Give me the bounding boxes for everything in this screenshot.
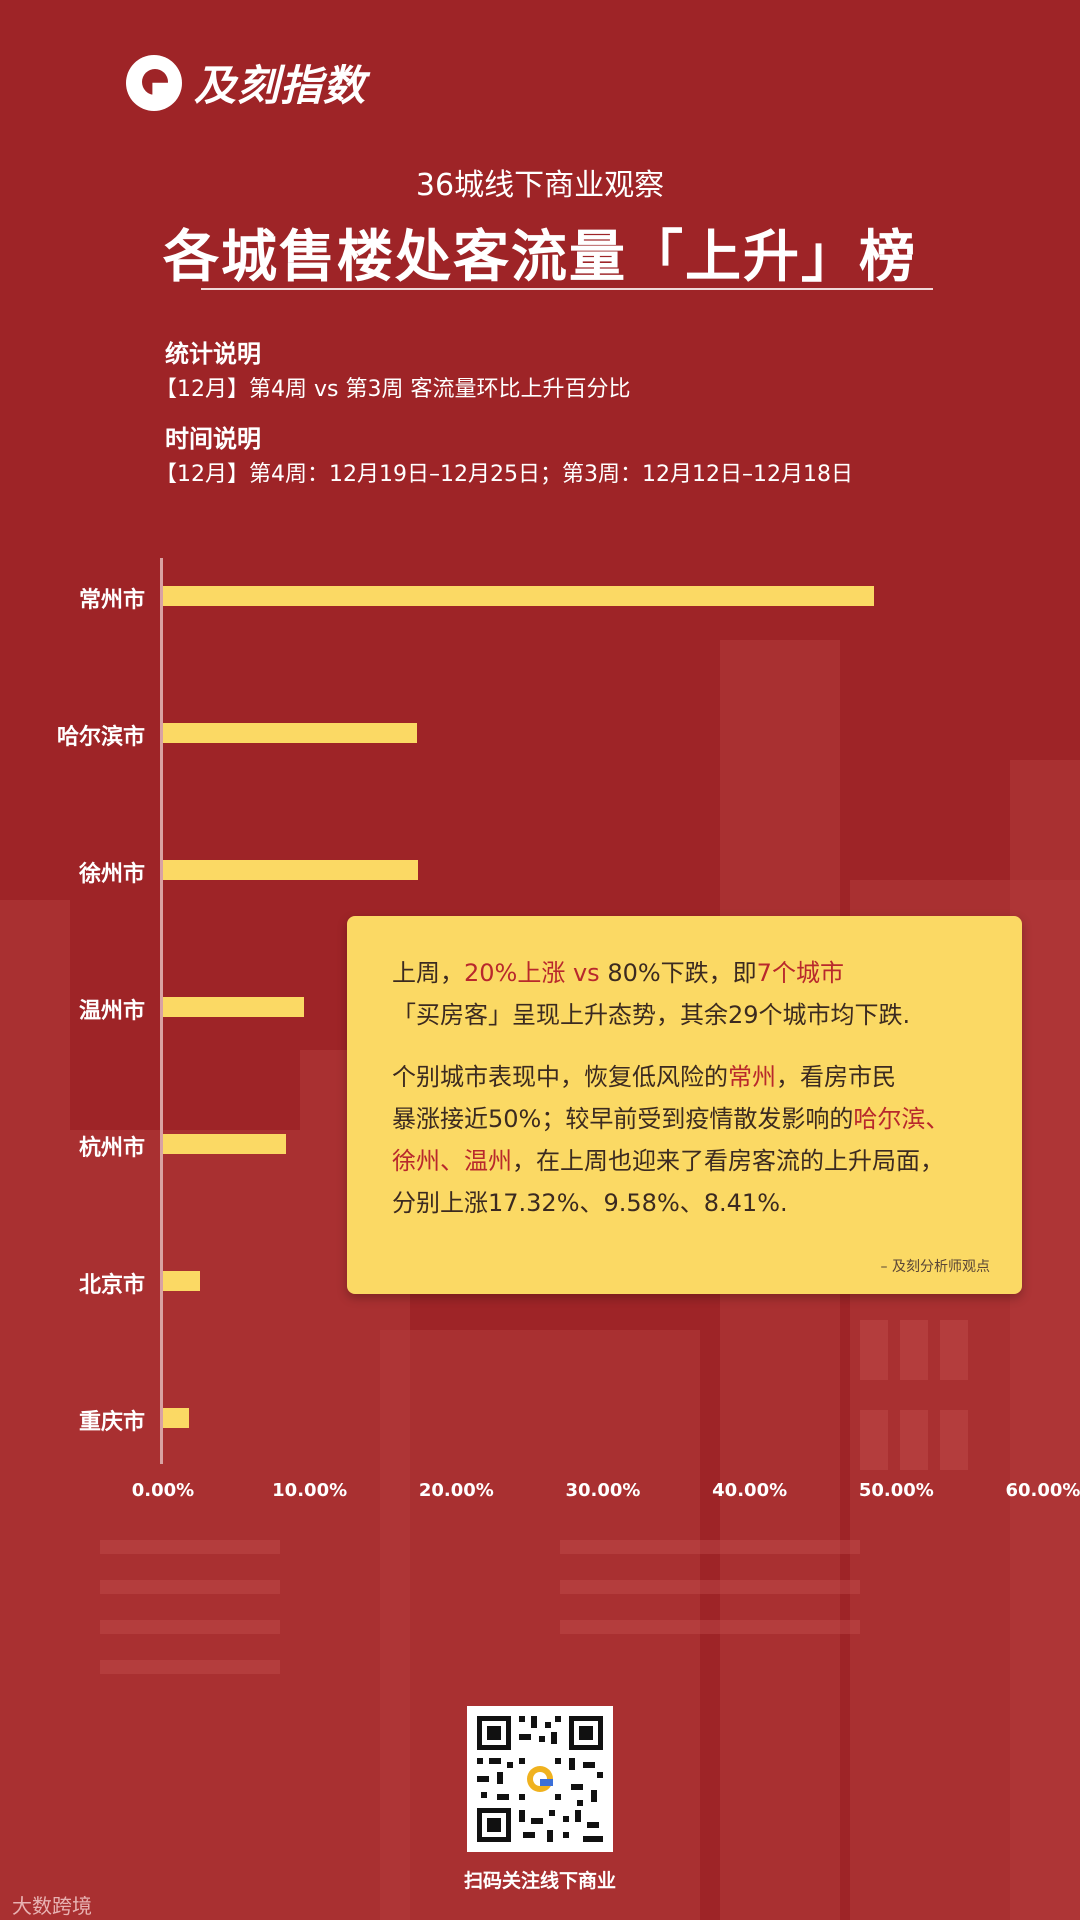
- bar: [163, 586, 875, 606]
- callout-text: 个别城市表现中，恢复低风险的: [392, 1063, 728, 1091]
- callout-line-2: 「买房客」呈现上升态势，其余29个城市均下跌.: [392, 1000, 910, 1030]
- x-tick-label: 30.00%: [565, 1480, 641, 1501]
- callout-text: 暴涨接近50%；较早前受到疫情散发影响的: [392, 1105, 854, 1133]
- category-label: 杭州市: [78, 1136, 145, 1161]
- bar: [163, 723, 418, 743]
- page-subtitle: 36城线下商业观察: [415, 168, 665, 203]
- callout-text: ，在上周也迎来了看房客流的上升局面，: [512, 1147, 944, 1175]
- analyst-callout: 上周，20%上涨 vs 80%下跌，即7个城市 「买房客」呈现上升态势，其余29…: [347, 916, 1022, 1294]
- callout-line-3: 个别城市表现中，恢复低风险的常州，看房市民: [392, 1062, 896, 1092]
- bar: [163, 1271, 200, 1291]
- qr-code[interactable]: [467, 1706, 613, 1852]
- time-note-text: 【12月】第4周：12月19日–12月25日；第3周：12月12日–12月18日: [155, 462, 853, 487]
- callout-line-4: 暴涨接近50%；较早前受到疫情散发影响的哈尔滨、: [392, 1104, 949, 1134]
- callout-line-6: 分别上涨17.32%、9.58%、8.41%.: [392, 1188, 788, 1218]
- callout-signature: – 及刻分析师观点: [880, 1259, 990, 1275]
- stat-note-text: 【12月】第4周 vs 第3周 客流量环比上升百分比: [155, 377, 631, 402]
- stat-note-heading: 统计说明: [165, 340, 261, 368]
- x-tick-label: 40.00%: [712, 1480, 788, 1501]
- callout-highlight: 7个城市: [756, 959, 844, 987]
- callout-text: ，看房市民: [776, 1063, 896, 1091]
- qr-code-image: [467, 1706, 613, 1852]
- callout-text: 80%下跌，即: [599, 959, 757, 987]
- category-label: 重庆市: [78, 1410, 145, 1435]
- callout-line-1: 上周，20%上涨 vs 80%下跌，即7个城市: [392, 958, 844, 988]
- x-tick-label: 0.00%: [131, 1480, 195, 1501]
- category-label: 哈尔滨市: [56, 725, 145, 750]
- brand-name: 及刻指数: [194, 61, 367, 110]
- y-axis-line: [160, 558, 163, 1464]
- x-tick-label: 60.00%: [1005, 1480, 1080, 1501]
- callout-text: 上周，: [392, 959, 464, 987]
- callout-highlight: 徐州、温州: [392, 1147, 512, 1175]
- callout-highlight: 20%上涨 vs: [464, 959, 600, 987]
- category-label: 温州市: [78, 999, 145, 1024]
- qr-caption: 扫码关注线下商业: [463, 1870, 616, 1892]
- category-label: 常州市: [78, 588, 145, 613]
- category-label: 北京市: [78, 1273, 145, 1298]
- callout-text: 分别上涨17.32%、9.58%、8.41%.: [392, 1189, 788, 1217]
- x-tick-label: 10.00%: [272, 1480, 348, 1501]
- category-label: 徐州市: [78, 862, 145, 887]
- x-tick-label: 50.00%: [858, 1480, 934, 1501]
- title-underline: [201, 288, 933, 290]
- callout-highlight: 常州: [728, 1063, 776, 1091]
- bar: [163, 997, 304, 1017]
- callout-highlight: 哈尔滨、: [853, 1105, 950, 1133]
- bar: [163, 860, 419, 880]
- callout-text: 「买房客」呈现上升态势，其余29个城市均下跌.: [392, 1001, 911, 1029]
- logo-icon: [126, 54, 182, 111]
- page-title: 各城售楼处客流量「上升」榜: [163, 225, 917, 290]
- brand-logo: 及刻指数: [126, 52, 366, 113]
- callout-line-5: 徐州、温州，在上周也迎来了看房客流的上升局面，: [392, 1146, 944, 1176]
- bar: [163, 1134, 287, 1154]
- watermark: 大数跨境: [12, 1894, 92, 1918]
- x-tick-label: 20.00%: [418, 1480, 494, 1501]
- time-note-heading: 时间说明: [165, 425, 261, 453]
- bar: [163, 1408, 190, 1428]
